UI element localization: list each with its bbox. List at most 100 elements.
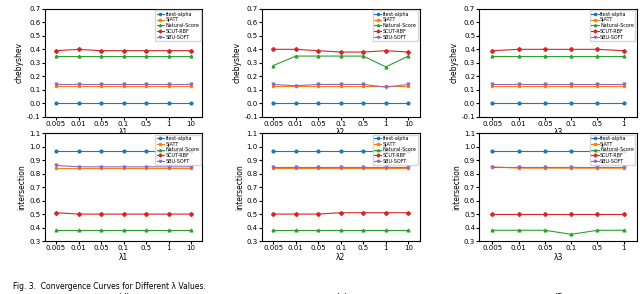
Natural-Score <box>488 228 496 232</box>
ftest-alpha <box>52 101 60 104</box>
Natural-Score <box>142 54 150 58</box>
Text: (c): (c) <box>552 169 564 179</box>
SCUT-RBF <box>515 212 522 216</box>
Natural-Score <box>164 54 172 58</box>
X-axis label: λ3: λ3 <box>554 128 563 137</box>
Line: ftest-alpha: ftest-alpha <box>54 149 193 152</box>
Line: SBU-SOFT: SBU-SOFT <box>491 83 625 86</box>
Line: SBU-SOFT: SBU-SOFT <box>272 83 410 88</box>
Line: SJATT: SJATT <box>54 167 193 170</box>
X-axis label: λ3: λ3 <box>554 253 563 262</box>
Natural-Score <box>269 228 277 232</box>
SBU-SOFT <box>142 83 150 86</box>
SCUT-RBF <box>567 48 575 51</box>
SJATT <box>567 166 575 170</box>
SCUT-RBF <box>404 211 412 215</box>
SJATT <box>187 166 195 170</box>
Line: Natural-Score: Natural-Score <box>54 55 193 57</box>
SBU-SOFT <box>404 165 412 168</box>
ftest-alpha <box>142 101 150 104</box>
Natural-Score <box>187 228 195 232</box>
Line: SCUT-RBF: SCUT-RBF <box>54 211 193 216</box>
SBU-SOFT <box>314 83 322 86</box>
SBU-SOFT <box>593 83 601 86</box>
SJATT <box>120 84 127 88</box>
SCUT-RBF <box>382 211 390 215</box>
SJATT <box>382 166 390 170</box>
SJATT <box>142 84 150 88</box>
Natural-Score <box>269 64 277 67</box>
SCUT-RBF <box>620 212 627 216</box>
Natural-Score <box>404 228 412 232</box>
ftest-alpha <box>488 149 496 152</box>
ftest-alpha <box>337 149 345 152</box>
ftest-alpha <box>593 101 601 104</box>
ftest-alpha <box>382 101 390 104</box>
SBU-SOFT <box>75 165 83 168</box>
SBU-SOFT <box>120 83 127 86</box>
Natural-Score <box>620 228 627 232</box>
SJATT <box>360 84 367 88</box>
SBU-SOFT <box>187 83 195 86</box>
SJATT <box>488 165 496 168</box>
SBU-SOFT <box>337 83 345 86</box>
Legend: ftest-alpha, SJATT, Natural-Score, SCUT-RBF, SBU-SOFT: ftest-alpha, SJATT, Natural-Score, SCUT-… <box>372 135 418 165</box>
SJATT <box>488 84 496 88</box>
SJATT <box>314 84 322 88</box>
SJATT <box>187 84 195 88</box>
Line: SBU-SOFT: SBU-SOFT <box>491 166 625 168</box>
SCUT-RBF <box>541 212 548 216</box>
SCUT-RBF <box>382 49 390 52</box>
ftest-alpha <box>382 149 390 152</box>
ftest-alpha <box>515 101 522 104</box>
SCUT-RBF <box>292 48 300 51</box>
SJATT <box>360 166 367 170</box>
Line: SCUT-RBF: SCUT-RBF <box>272 48 410 54</box>
SCUT-RBF <box>269 48 277 51</box>
ftest-alpha <box>337 101 345 104</box>
Line: SBU-SOFT: SBU-SOFT <box>54 164 193 168</box>
SJATT <box>292 166 300 170</box>
Line: Natural-Score: Natural-Score <box>272 55 410 68</box>
SCUT-RBF <box>314 49 322 52</box>
SJATT <box>52 84 60 88</box>
SBU-SOFT <box>620 83 627 86</box>
Natural-Score <box>164 228 172 232</box>
ftest-alpha <box>164 149 172 152</box>
SBU-SOFT <box>142 165 150 168</box>
Legend: ftest-alpha, SJATT, Natural-Score, SCUT-RBF, SBU-SOFT: ftest-alpha, SJATT, Natural-Score, SCUT-… <box>156 10 201 41</box>
SBU-SOFT <box>593 165 601 168</box>
ftest-alpha <box>52 149 60 152</box>
SBU-SOFT <box>269 83 277 86</box>
Natural-Score <box>593 228 601 232</box>
ftest-alpha <box>360 101 367 104</box>
ftest-alpha <box>75 149 83 152</box>
Line: SCUT-RBF: SCUT-RBF <box>54 48 193 52</box>
Line: Natural-Score: Natural-Score <box>491 229 625 236</box>
SCUT-RBF <box>75 212 83 216</box>
SCUT-RBF <box>164 212 172 216</box>
SBU-SOFT <box>404 83 412 86</box>
Text: (b): (b) <box>334 169 348 179</box>
ftest-alpha <box>620 149 627 152</box>
Line: SBU-SOFT: SBU-SOFT <box>54 83 193 86</box>
SJATT <box>269 84 277 88</box>
ftest-alpha <box>488 101 496 104</box>
SBU-SOFT <box>567 165 575 168</box>
Legend: ftest-alpha, SJATT, Natural-Score, SCUT-RBF, SBU-SOFT: ftest-alpha, SJATT, Natural-Score, SCUT-… <box>372 10 418 41</box>
SCUT-RBF <box>567 212 575 216</box>
Natural-Score <box>120 228 127 232</box>
ftest-alpha <box>187 101 195 104</box>
ftest-alpha <box>292 101 300 104</box>
SJATT <box>75 166 83 170</box>
ftest-alpha <box>541 149 548 152</box>
Natural-Score <box>593 54 601 58</box>
SCUT-RBF <box>593 212 601 216</box>
Text: (f): (f) <box>552 293 563 294</box>
SBU-SOFT <box>360 165 367 168</box>
SJATT <box>164 84 172 88</box>
X-axis label: λ2: λ2 <box>336 253 346 262</box>
ftest-alpha <box>120 149 127 152</box>
SBU-SOFT <box>567 83 575 86</box>
SCUT-RBF <box>142 212 150 216</box>
